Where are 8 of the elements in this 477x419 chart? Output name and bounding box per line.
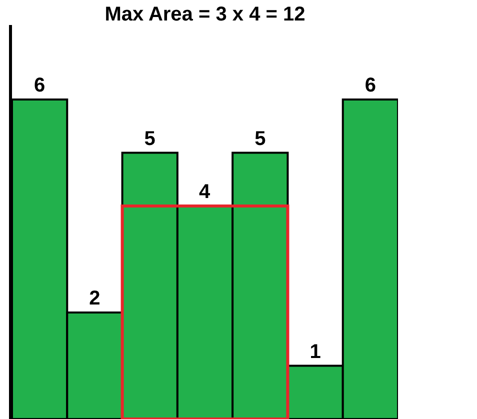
chart-title: Max Area = 3 x 4 = 12 <box>104 3 306 26</box>
data-label: 6 <box>364 74 376 97</box>
data-label: 1 <box>310 340 321 363</box>
data-label: 2 <box>89 288 100 310</box>
data-label: 5 <box>144 128 156 150</box>
data-label: 6 <box>34 74 46 97</box>
data-label: 5 <box>254 128 266 150</box>
data-label: 4 <box>199 181 211 204</box>
